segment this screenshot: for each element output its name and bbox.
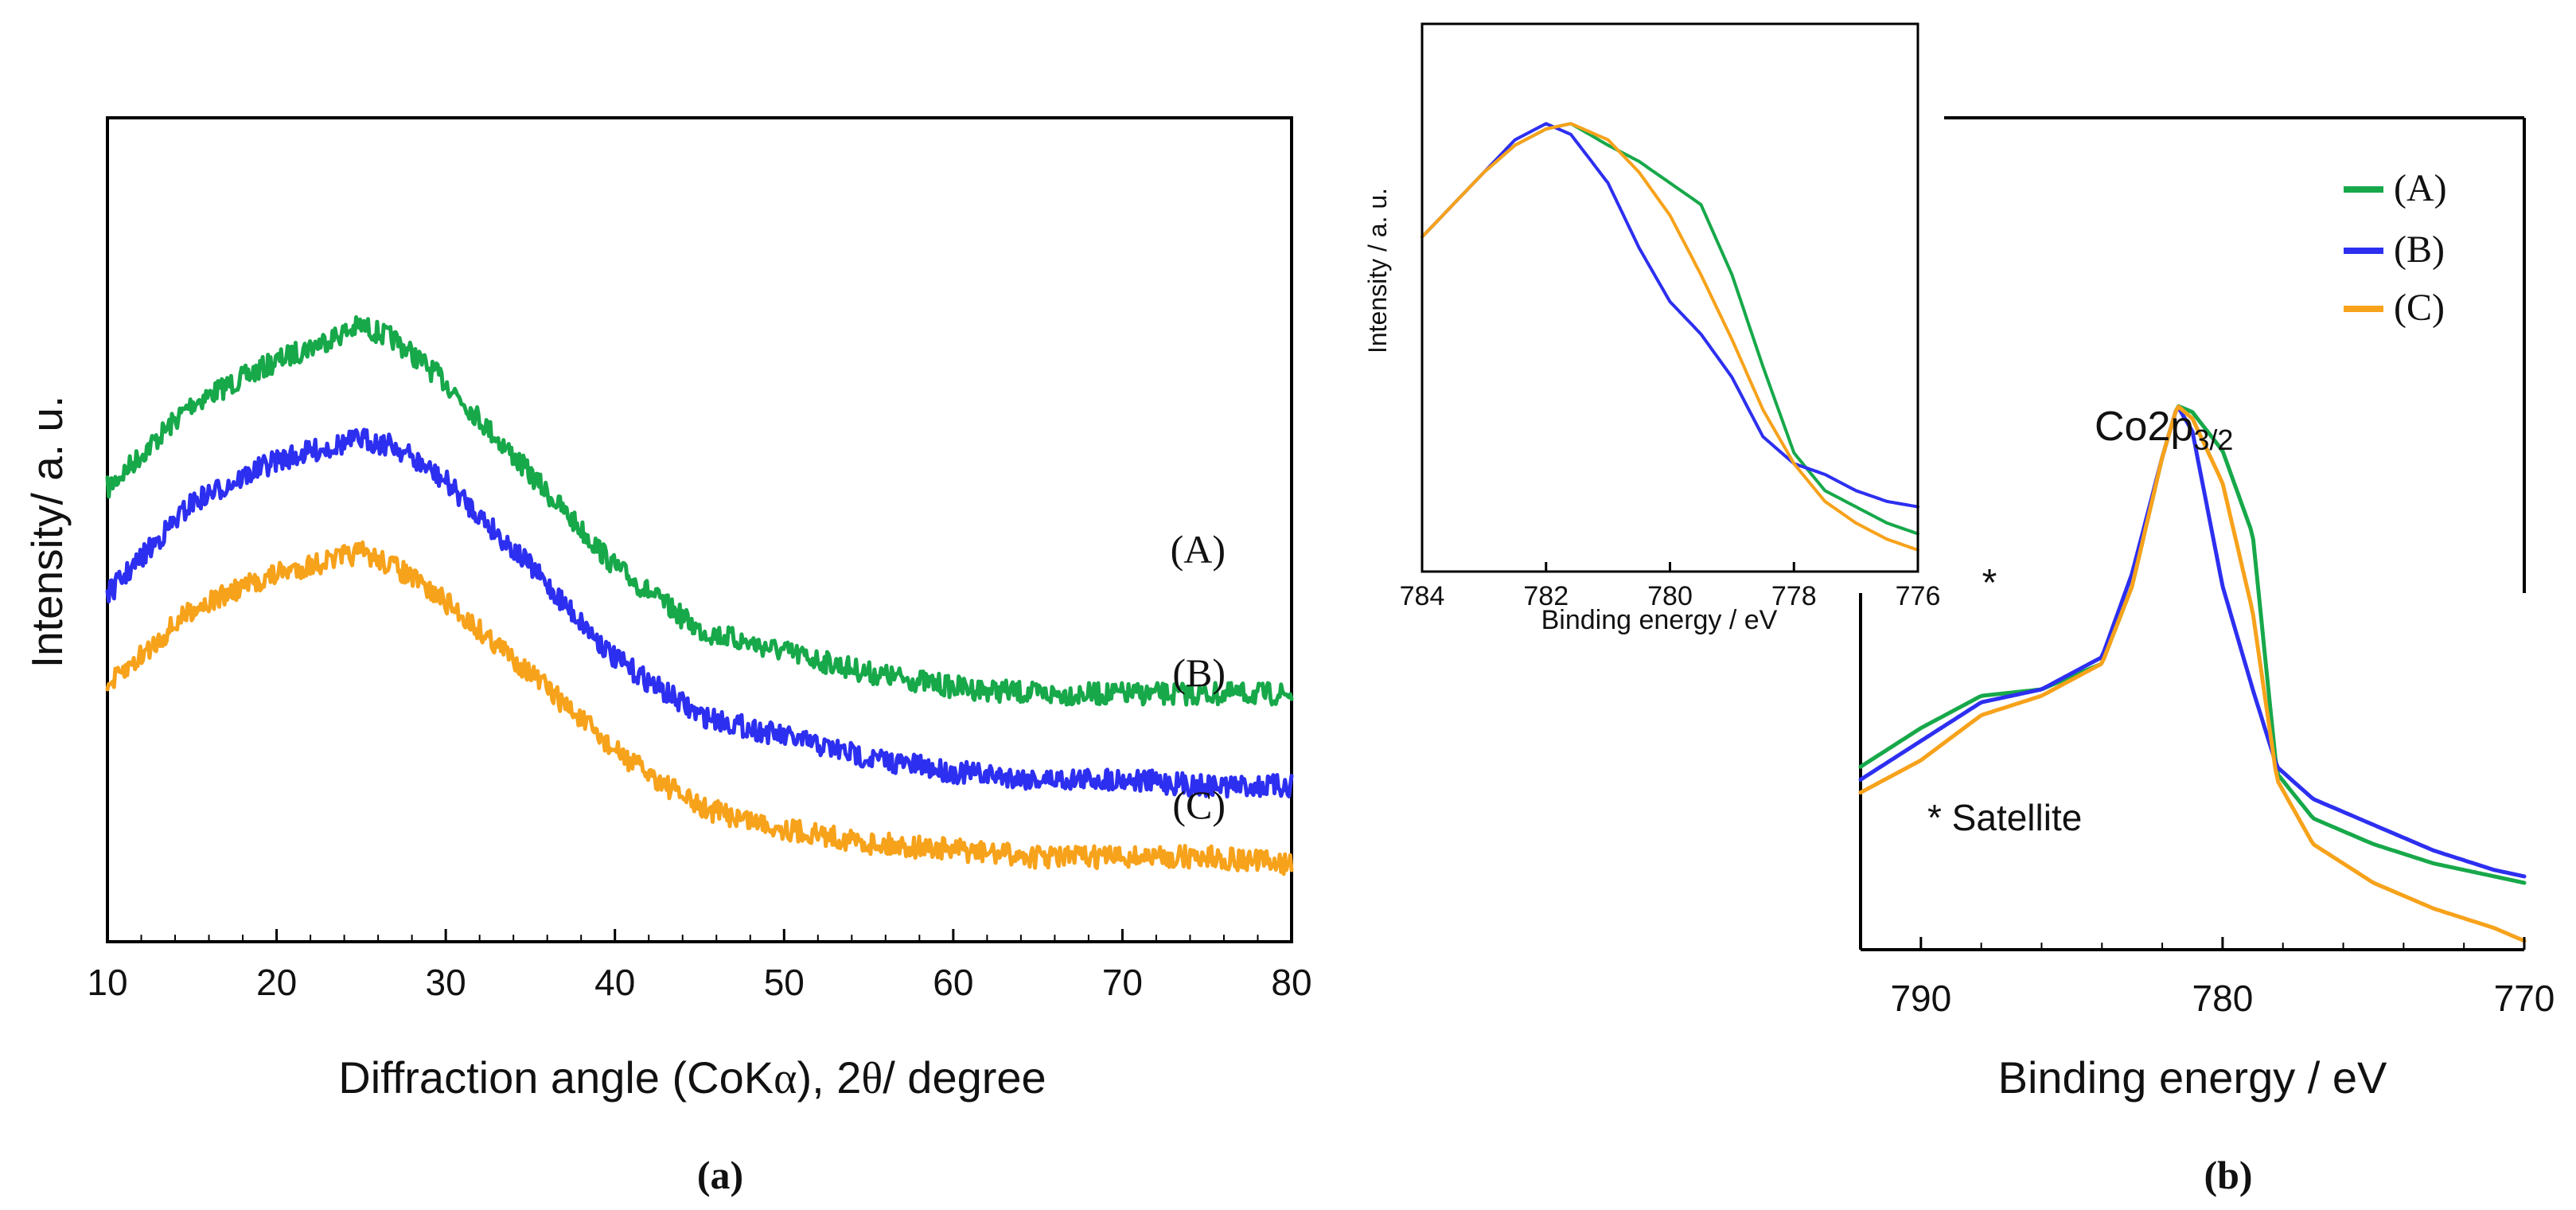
panel-a-x-ticks	[106, 929, 1293, 942]
inset-y-axis-title: Intensity / a. u.	[1363, 188, 1392, 353]
x-tick-label-784: 784	[1400, 581, 1445, 611]
legend-label-A: (A)	[2394, 167, 2447, 209]
x-tick-label-20: 20	[256, 962, 297, 1003]
inset-background	[1421, 22, 1919, 573]
x-tick-label-80: 80	[1271, 962, 1311, 1003]
panel-a: 10 20 30 40 50 60 70 80 (A) (B) (C) Intensity/ …	[22, 116, 1312, 1197]
x-tick-label-40: 40	[594, 962, 635, 1003]
x-tick-label-60: 60	[933, 962, 973, 1003]
x-tick-label-780: 780	[1647, 581, 1693, 611]
x-tick-label-10: 10	[87, 962, 127, 1003]
panel-a-y-axis-title: Intensity/ a. u.	[22, 396, 72, 668]
panel-b: 790 780 770 Co2p3/2 * * Satellite (A) (B) …	[1858, 116, 2555, 1197]
inset-series-group	[1421, 122, 1919, 552]
x-title-theta: θ	[861, 1054, 883, 1103]
satellite-marker: *	[1982, 562, 1997, 604]
x-tick-label-782: 782	[1523, 581, 1569, 611]
x-tick-label-50: 50	[764, 962, 805, 1003]
legend-label-C: (C)	[2394, 287, 2445, 329]
series-line-B-chart2	[1421, 122, 1919, 509]
panel-b-x-tick-labels: 790 780 770	[1890, 978, 2555, 1019]
series-line-C-chart0	[105, 540, 1294, 876]
panel-a-x-tick-labels: 10 20 30 40 50 60 70 80	[87, 962, 1311, 1003]
x-title-suffix: / degree	[883, 1052, 1046, 1103]
x-tick-label-778: 778	[1771, 581, 1817, 611]
x-tick-label-70: 70	[1102, 962, 1143, 1003]
peak-label-main: Co2p	[2095, 404, 2193, 450]
satellite-legend-label: * Satellite	[1927, 797, 2082, 838]
inset-x-axis-title: Binding energy / eV	[1541, 605, 1778, 635]
panel-a-plot-frame	[106, 116, 1293, 943]
peak-label-subscript: 3/2	[2193, 424, 2233, 456]
series-line-A-chart1	[1858, 404, 2527, 885]
inset-x-ticks	[1421, 562, 1919, 572]
panel-b-caption: (b)	[2204, 1153, 2252, 1197]
series-line-C-chart2	[1421, 122, 1919, 552]
panel-a-x-axis-title: Diffraction angle (CoKα), 2θ/ degree	[338, 1052, 1046, 1103]
series-line-B-chart0	[105, 427, 1294, 799]
panel-a-label-C: (C)	[1172, 783, 1226, 827]
panel-b-legend: (A) (B) (C)	[2344, 167, 2447, 329]
x-title-alpha: α	[774, 1054, 797, 1103]
panel-a-series-group	[105, 315, 1294, 876]
series-line-C-chart1	[1858, 404, 2527, 943]
peak-label-co2p: Co2p3/2	[2095, 404, 2233, 456]
panel-a-label-A: (A)	[1171, 527, 1226, 572]
panel-a-label-B: (B)	[1172, 650, 1226, 695]
x-tick-label-780: 780	[2192, 978, 2254, 1019]
x-title-prefix: Diffraction angle (CoK	[338, 1052, 774, 1103]
panel-b-x-axis-title: Binding energy / eV	[1998, 1052, 2387, 1103]
x-tick-label-790: 790	[1890, 978, 1951, 1019]
x-tick-label-776: 776	[1896, 581, 1941, 611]
x-title-mid: ), 2	[797, 1052, 861, 1103]
series-line-A-chart0	[105, 315, 1294, 707]
panel-a-caption: (a)	[697, 1153, 743, 1197]
x-tick-label-30: 30	[426, 962, 466, 1003]
x-tick-label-770: 770	[2494, 978, 2555, 1019]
panel-b-series-group	[1858, 404, 2527, 943]
panel-b-x-ticks	[1919, 937, 2526, 950]
inset-x-tick-labels: 784 782 780 778 776	[1400, 581, 1941, 611]
inset: 784 782 780 778 776 Intensity / a. u. Bindin…	[1363, 22, 1941, 635]
series-line-B-chart1	[1858, 405, 2527, 879]
legend-label-B: (B)	[2394, 228, 2445, 271]
